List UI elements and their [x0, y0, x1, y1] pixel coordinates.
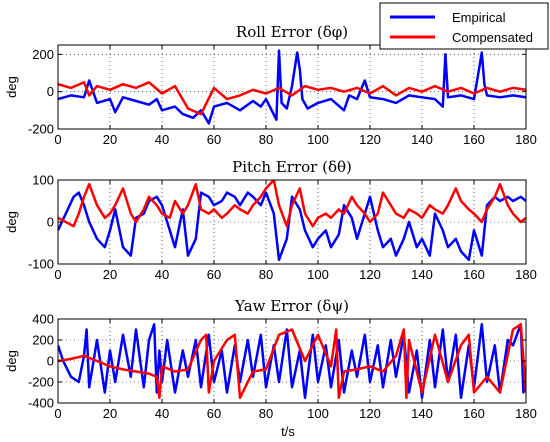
y-axis-label: deg	[4, 211, 19, 233]
x-tick-label: 20	[103, 267, 117, 282]
y-tick-label: 0	[47, 354, 54, 369]
y-axis-label: deg	[4, 350, 19, 372]
x-tick-label: 40	[155, 406, 169, 421]
y-tick-label: -200	[28, 122, 54, 137]
x-tick-label: 60	[207, 267, 221, 282]
legend-box	[379, 2, 549, 50]
x-tick-label: 160	[463, 267, 485, 282]
panel-roll: 0 20 40 60 80 100 120 140 160 180-2000200degRoll …	[4, 23, 537, 147]
y-tick-label: 200	[32, 333, 54, 348]
legend-label-compensated: Compensated	[452, 30, 533, 45]
y-tick-label: -400	[28, 396, 54, 411]
series-line-empirical	[58, 49, 526, 125]
x-tick-label: 100	[307, 406, 329, 421]
legend: Empirical Compensated	[379, 2, 549, 50]
x-tick-label: 140	[411, 406, 433, 421]
y-tick-label: 200	[32, 47, 54, 62]
x-tick-label: 120	[359, 132, 381, 147]
series-group	[58, 323, 526, 400]
series-line-empirical	[58, 191, 526, 262]
x-tick-label: 180	[515, 267, 537, 282]
x-tick-label: 80	[259, 132, 273, 147]
x-tick-label: 40	[155, 132, 169, 147]
x-tick-label: 40	[155, 267, 169, 282]
x-tick-label: 0	[54, 406, 61, 421]
x-tick-label: 60	[207, 132, 221, 147]
x-tick-label: 20	[103, 132, 117, 147]
x-tick-label: 60	[207, 406, 221, 421]
panels: 0 20 40 60 80 100 120 140 160 180-2000200degRoll …	[4, 23, 537, 421]
x-tick-label: 100	[307, 267, 329, 282]
x-tick-label: 120	[359, 267, 381, 282]
series-group	[58, 180, 526, 262]
x-tick-label: 20	[103, 406, 117, 421]
series-group	[58, 49, 526, 125]
x-tick-label: 160	[463, 406, 485, 421]
x-tick-label: 0	[54, 132, 61, 147]
x-tick-label: 180	[515, 132, 537, 147]
axes-frame	[57, 44, 527, 130]
y-tick-label: -200	[28, 375, 54, 390]
y-tick-label: 0	[47, 215, 54, 230]
x-tick-label: 0	[54, 267, 61, 282]
x-tick-label: 80	[259, 267, 273, 282]
legend-label-empirical: Empirical	[452, 10, 506, 25]
series-line-empirical	[58, 323, 526, 400]
panel-yaw: 0 20 40 60 80 100 120 140 160 180 -400 -200 0 200 400 d…	[4, 297, 537, 421]
panel-title-yaw: Yaw Error (δψ)	[234, 297, 349, 315]
x-tick-label: 140	[411, 132, 433, 147]
y-tick-label: -100	[28, 257, 54, 272]
x-axis-label: t/s	[281, 424, 295, 439]
y-axis-label: deg	[4, 76, 19, 98]
panel-title-roll: Roll Error (δφ)	[236, 23, 348, 41]
y-tick-label: 100	[32, 173, 54, 188]
x-tick-label: 160	[463, 132, 485, 147]
y-tick-label: 400	[32, 312, 54, 327]
panel-title-pitch: Pitch Error (δθ)	[232, 158, 352, 176]
series-line-compensated	[58, 323, 526, 400]
x-tick-label: 140	[411, 267, 433, 282]
series-line-compensated	[58, 81, 526, 116]
x-tick-label: 100	[307, 132, 329, 147]
x-tick-label: 80	[259, 406, 273, 421]
panel-pitch: 0 20 40 60 80 100 120 140 160 180-1000100degPitch…	[4, 158, 537, 282]
x-tick-label: 180	[515, 406, 537, 421]
y-tick-label: 0	[47, 84, 54, 99]
x-tick-label: 120	[359, 406, 381, 421]
series-line-compensated	[58, 180, 526, 228]
